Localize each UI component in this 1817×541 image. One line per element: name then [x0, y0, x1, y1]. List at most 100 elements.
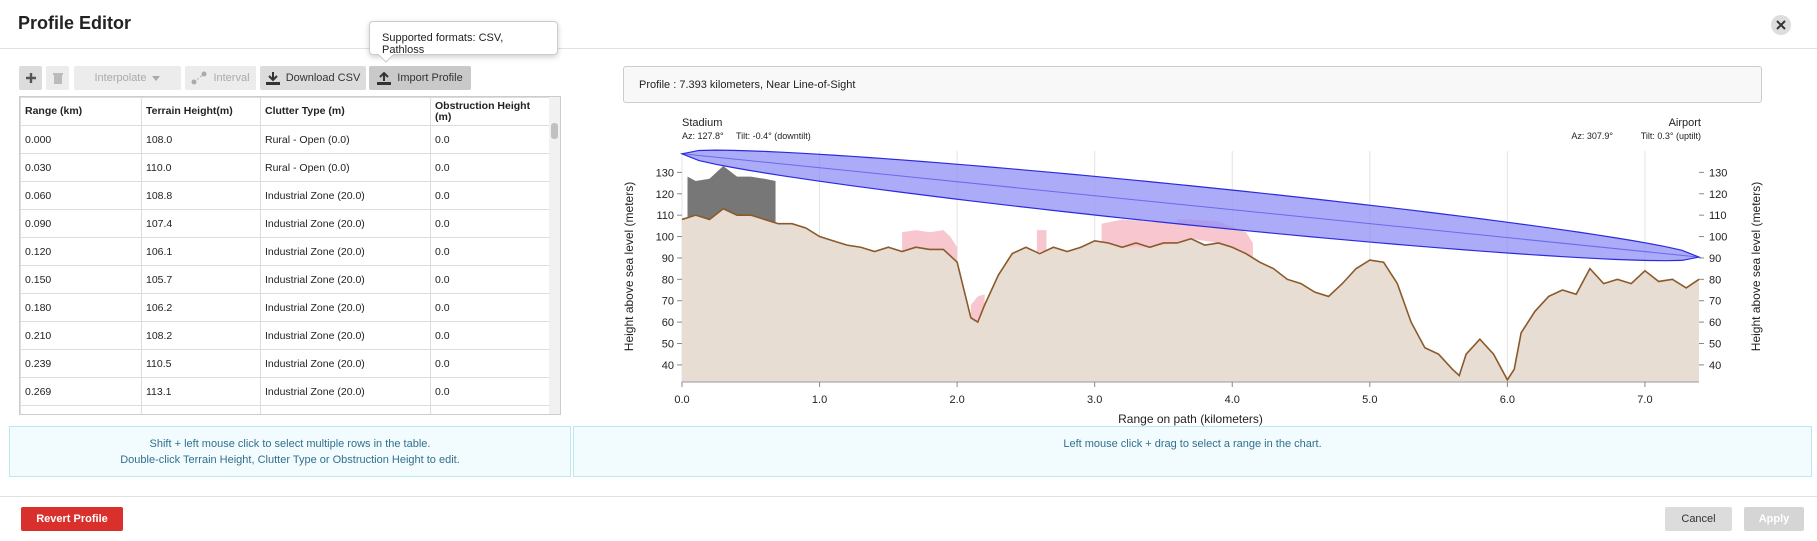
column-header: Clutter Type (m): [260, 97, 431, 126]
cell: 105.7: [141, 265, 261, 294]
label: Interval: [213, 72, 250, 84]
y-tick-label: 60: [662, 317, 674, 329]
profile-chart[interactable]: 40 40 50 50 60 60 70 70 80 80 90 90 100 100 110 110 120 1…: [615, 105, 1815, 427]
cell: 108.8: [141, 181, 261, 210]
table-row[interactable]: 0.090 107.4 Industrial Zone (20.0) 0.0: [20, 209, 550, 238]
cell: 108.0: [141, 125, 261, 154]
download-csv-button[interactable]: Download CSV: [260, 66, 366, 90]
scrollbar[interactable]: [549, 97, 560, 414]
delete-button[interactable]: [46, 66, 69, 90]
header-row: Range (km) Terrain Height(m) Clutter Type …: [20, 97, 550, 126]
footer-divider: [0, 496, 1817, 497]
table-row[interactable]: 0.030 110.0 Rural - Open (0.0) 0.0: [20, 153, 550, 182]
cell: Industrial Zone (20.0): [260, 293, 431, 322]
label: Import Profile: [397, 72, 463, 84]
clutter-region: [1101, 219, 1185, 248]
label: Interpolate: [94, 72, 147, 84]
table-row[interactable]: 0.000 108.0 Rural - Open (0.0) 0.0: [20, 125, 550, 154]
tooltip: Supported formats: CSV, Pathloss: [369, 21, 558, 56]
header-divider: [0, 48, 1817, 49]
cell: 0.000: [20, 125, 142, 154]
cell: Industrial Zone (20.0): [260, 405, 431, 414]
tooltip-arrow: [378, 54, 394, 63]
apply-button[interactable]: Apply: [1744, 507, 1804, 531]
add-button[interactable]: [19, 66, 42, 90]
y-tick-label: 40: [662, 360, 674, 372]
cell: 0.180: [20, 293, 142, 322]
x-tick-label: 2.0: [949, 394, 964, 406]
table-hint: Shift + left mouse click to select multi…: [9, 426, 571, 477]
clutter-region: [687, 165, 776, 223]
clutter-region: [902, 230, 958, 263]
cell: 114.2: [141, 405, 261, 414]
table-row[interactable]: 0.060 108.8 Industrial Zone (20.0) 0.0: [20, 181, 550, 210]
table-row[interactable]: 0.239 110.5 Industrial Zone (20.0) 0.0: [20, 349, 550, 378]
cell: Industrial Zone (20.0): [260, 377, 431, 406]
cell: 0.210: [20, 321, 142, 350]
site-b-tilt: Tilt: 0.3° (uptilt): [1641, 131, 1701, 141]
y2-tick-label: 110: [1709, 210, 1727, 222]
y2-tick-label: 80: [1709, 274, 1721, 286]
scroll-thumb[interactable]: [551, 123, 558, 139]
site-a-tilt: Tilt: -0.4° (downtilt): [736, 131, 811, 141]
cell: 0.060: [20, 181, 142, 210]
interpolate-button[interactable]: Interpolate: [74, 66, 181, 90]
cell: Industrial Zone (20.0): [260, 181, 431, 210]
profile-table: Range (km) Terrain Height(m) Clutter Type …: [19, 96, 561, 415]
y2-tick-label: 60: [1709, 317, 1721, 329]
profile-info: Profile : 7.393 kilometers, Near Line-of…: [623, 66, 1762, 103]
y-tick-label: 110: [656, 210, 674, 222]
x-tick-label: 0.0: [674, 394, 689, 406]
revert-profile-button[interactable]: Revert Profile: [21, 507, 123, 531]
cell: Rural - Open (0.0): [260, 125, 431, 154]
cell: 0.0: [430, 265, 550, 294]
cell: 110.5: [141, 349, 261, 378]
table-row[interactable]: 0.150 105.7 Industrial Zone (20.0) 0.0: [20, 265, 550, 294]
y-tick-label: 100: [656, 232, 674, 244]
cell: 0.0: [430, 405, 550, 414]
cell: Industrial Zone (20.0): [260, 265, 431, 294]
cell: 0.269: [20, 377, 142, 406]
terrain-line: [681, 207, 1700, 382]
close-button[interactable]: [1770, 14, 1792, 36]
cell: 0.299: [20, 405, 142, 414]
cell: 108.2: [141, 321, 261, 350]
line-of-sight: [681, 153, 1700, 258]
clutter-region: [1036, 230, 1047, 253]
cell: 106.2: [141, 293, 261, 322]
x-tick-label: 6.0: [1500, 394, 1515, 406]
y-axis-title: Height above sea level (meters): [622, 182, 636, 351]
table-row[interactable]: 0.210 108.2 Industrial Zone (20.0) 0.0: [20, 321, 550, 350]
table-row[interactable]: 0.120 106.1 Industrial Zone (20.0) 0.0: [20, 237, 550, 266]
cancel-button[interactable]: Cancel: [1665, 507, 1732, 531]
y-tick-label: 80: [662, 274, 674, 286]
y2-tick-label: 70: [1709, 296, 1721, 308]
x-tick-label: 3.0: [1087, 394, 1102, 406]
cell: 0.0: [430, 125, 550, 154]
table-row[interactable]: 0.269 113.1 Industrial Zone (20.0) 0.0: [20, 377, 550, 406]
x-tick-label: 1.0: [812, 394, 827, 406]
terrain-area: [682, 208, 1699, 382]
cell: 0.239: [20, 349, 142, 378]
cell: Industrial Zone (20.0): [260, 209, 431, 238]
cell: 0.0: [430, 293, 550, 322]
import-profile-button[interactable]: Import Profile: [369, 66, 471, 90]
y2-axis-title: Height above sea level (meters): [1749, 182, 1763, 351]
y2-tick-label: 130: [1709, 167, 1727, 179]
column-header: Obstruction Height (m): [430, 97, 550, 126]
y-tick-label: 90: [662, 253, 674, 265]
table-row[interactable]: 0.180 106.2 Industrial Zone (20.0) 0.0: [20, 293, 550, 322]
y2-tick-label: 120: [1709, 189, 1727, 201]
x-tick-label: 4.0: [1225, 394, 1240, 406]
site-a-name: Stadium: [682, 117, 722, 129]
cell: 113.1: [141, 377, 261, 406]
cell: Industrial Zone (20.0): [260, 237, 431, 266]
interval-button[interactable]: Interval: [185, 66, 256, 90]
clutter-region: [970, 294, 985, 323]
label: Download CSV: [285, 72, 361, 84]
cell: 0.0: [430, 377, 550, 406]
hint-line: Shift + left mouse click to select multi…: [149, 438, 431, 450]
y-tick-label: 70: [662, 296, 674, 308]
